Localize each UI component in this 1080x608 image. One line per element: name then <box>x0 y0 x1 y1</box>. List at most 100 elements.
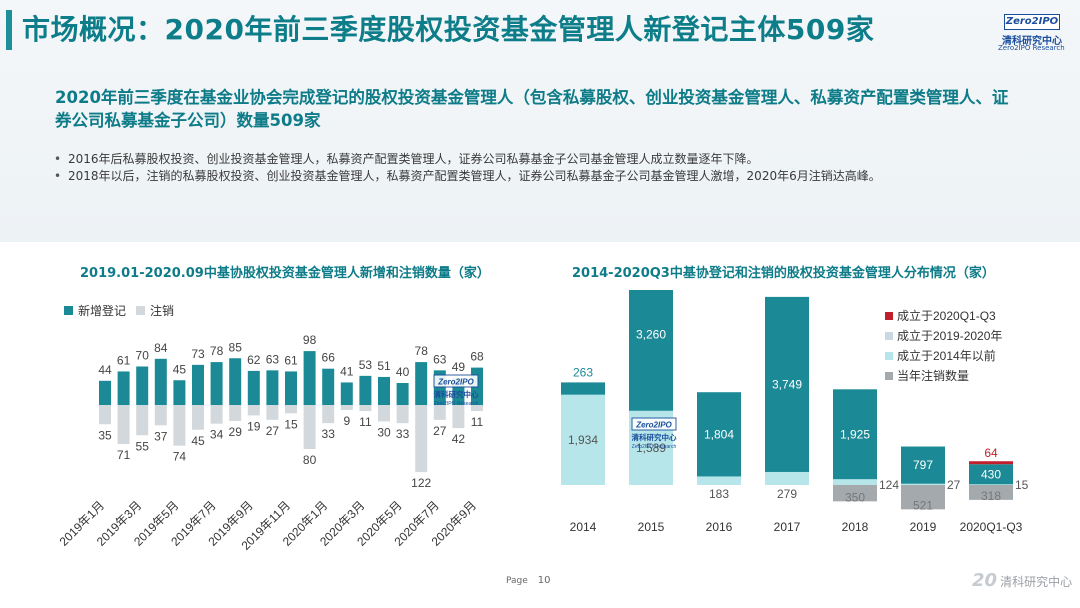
label-established-earlier: 27 <box>947 478 961 492</box>
legend-label: 当年注销数量 <box>897 368 969 383</box>
label-established-earlier: 1,934 <box>568 433 598 447</box>
label-cancellation: 71 <box>117 448 131 462</box>
left-chart-title: 2019.01-2020.09中基协股权投资基金管理人新增和注销数量（家） <box>80 266 490 281</box>
bar-established-earlier <box>969 484 1013 485</box>
label-new-registration: 430 <box>981 467 1001 481</box>
page-label: Page <box>506 576 528 586</box>
legend-swatch <box>885 312 893 320</box>
label-cancellation: 9 <box>343 414 350 428</box>
bar-new-registration <box>136 366 149 405</box>
bar-cancellation <box>359 405 372 412</box>
bar-new-registration <box>396 383 409 405</box>
bar-cancellation <box>154 405 167 426</box>
bar-new-registration <box>415 362 428 405</box>
bar-established-earlier <box>833 479 877 485</box>
bar-new-registration <box>697 392 741 477</box>
x-axis-tick-label: 2017 <box>774 520 801 534</box>
footer-logo-number: 20 <box>972 570 998 591</box>
label-established-earlier: 183 <box>709 487 729 501</box>
bullet-list: 2016年后私募股权投资、创业投资基金管理人，私募资产配置类管理人，证券公司私募… <box>54 151 1044 185</box>
bar-new-registration <box>340 382 353 405</box>
legend-swatch <box>885 332 893 340</box>
logo-chinese-name: 清科研究中心 <box>1002 36 1062 47</box>
bar-new-registration <box>833 389 877 480</box>
label-new-registration: 70 <box>136 349 150 363</box>
label-cancellation: 29 <box>229 425 243 439</box>
label-new-registration: 73 <box>191 347 205 361</box>
bar-new-registration <box>765 296 809 472</box>
label-new-registration: 61 <box>284 353 298 367</box>
bar-cancellation <box>136 405 149 436</box>
bar-cancellation <box>303 405 316 449</box>
bar-new-registration <box>117 371 130 405</box>
right-chart-watermark-box <box>631 417 677 431</box>
bar-new-registration <box>173 380 186 405</box>
bar-cancellation <box>210 405 223 424</box>
bar-cancellation <box>415 405 428 473</box>
right-chart-watermark-en: Zero2IPO Research <box>632 444 677 450</box>
label-new-registration: 85 <box>229 340 243 354</box>
legend-label-cancel: 注销 <box>150 303 174 318</box>
label-cancellation: 34 <box>210 428 224 442</box>
label-new-registration: 3,260 <box>636 328 666 342</box>
label-cancellation: 122 <box>411 476 431 490</box>
page-title: 市场概况：2020年前三季度股权投资基金管理人新登记主体509家 <box>22 13 875 46</box>
section-subtitle: 2020年前三季度在基金业协会完成登记的股权投资基金管理人（包含私募股权、创业投… <box>55 88 1009 130</box>
bar-new-registration <box>322 368 335 405</box>
bar-cancellation <box>378 405 390 422</box>
x-axis-tick-label: 2016 <box>706 520 733 534</box>
label-new-registration: 45 <box>173 362 187 376</box>
label-new-registration: 98 <box>303 333 317 347</box>
monthly-registration-chart: 新增登记 注销 44 35 61 71 70 55 84 37 45 74 73 45 78 34 85 29 62… <box>57 303 484 553</box>
legend-label: 成立于2020Q1-Q3 <box>897 308 996 323</box>
label-cancellation: 27 <box>433 424 447 438</box>
bullet-item: 2016年后私募股权投资、创业投资基金管理人，私募资产配置类管理人，证券公司私募… <box>54 151 1044 168</box>
header-background <box>0 0 1080 242</box>
label-new-registration: 84 <box>154 341 168 355</box>
bar-cancellation <box>901 485 945 510</box>
bar-new-registration <box>266 370 279 405</box>
label-new-registration: 1,925 <box>840 427 870 441</box>
x-axis-tick-label: 2015 <box>638 520 665 534</box>
label-cancellation: 350 <box>845 490 865 504</box>
yearly-distribution-chart: 成立于2020Q1-Q3 成立于2019-2020年成立于2014年以前当年注销数… <box>561 290 1029 534</box>
label-new-registration: 78 <box>415 344 429 358</box>
label-cancellation: 33 <box>322 427 336 441</box>
label-new-registration: 797 <box>913 458 933 472</box>
bar-cancellation <box>969 485 1013 500</box>
label-cancellation: 15 <box>284 417 298 431</box>
bar-new-registration <box>192 364 204 405</box>
label-new-registration: 63 <box>433 352 447 366</box>
bar-cancellation <box>452 405 465 429</box>
bar-cancellation <box>173 405 186 446</box>
bar-new-registration <box>378 376 390 405</box>
zero2ipo-logo: Zero2IPO 清科研究中心 Zero2IPO Research <box>996 14 1066 54</box>
label-new-registration: 63 <box>266 352 280 366</box>
label-cancellation: 11 <box>471 415 484 429</box>
label-cancellation: 80 <box>303 453 317 467</box>
label-cancellation: 11 <box>359 415 372 429</box>
label-cancellation: 318 <box>981 489 1001 503</box>
label-cancellation: 33 <box>396 427 410 441</box>
x-axis-tick-label: 2018 <box>842 520 869 534</box>
bar-cancellation <box>396 405 409 424</box>
label-new-registration: 51 <box>377 359 391 373</box>
bar-cancellation <box>266 405 279 420</box>
label-new-registration: 263 <box>573 365 593 379</box>
bar-cancellation <box>247 405 260 416</box>
bar-new-registration <box>285 371 297 405</box>
bar-cancellation <box>340 405 353 410</box>
footer-logo: 20 清科研究中心 <box>972 570 1072 591</box>
bar-new-registration <box>210 362 223 405</box>
x-axis-tick-label: 2019 <box>910 520 937 534</box>
bar-established-earlier <box>697 476 741 485</box>
label-cancellation: 45 <box>191 434 205 448</box>
label-cancellation: 55 <box>136 439 150 453</box>
bar-cancellation <box>117 405 130 445</box>
label-new-registration: 44 <box>98 363 112 377</box>
legend-swatch <box>885 372 893 380</box>
label-cancellation: 42 <box>452 432 466 446</box>
right-chart-watermark-box-text: Zero2IPO <box>635 421 672 430</box>
bar-new-registration <box>359 375 372 405</box>
label-established-earlier: 124 <box>879 478 899 492</box>
